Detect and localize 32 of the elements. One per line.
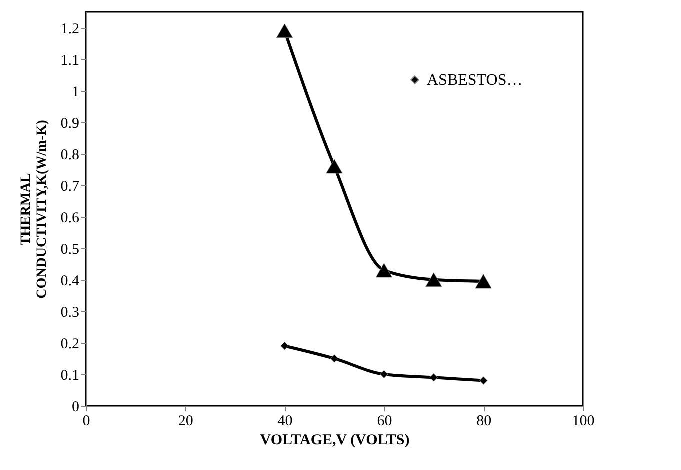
x-tick-label: 60: [377, 414, 392, 430]
point: [330, 354, 339, 363]
y-tick-label: 0.5: [60, 242, 80, 258]
point: [326, 159, 343, 174]
x-tick-label: 40: [278, 414, 293, 430]
y-tick-label: 1.1: [60, 52, 80, 69]
point: [280, 342, 289, 350]
point: [430, 374, 438, 382]
point: [479, 376, 488, 385]
x-tick-label: 100: [572, 414, 595, 430]
point: [276, 24, 294, 38]
y-tick-label: 0.9: [60, 116, 80, 132]
y-tick-label: 0.1: [60, 368, 80, 384]
y-axis-title: THERMAL CONDUCTIVITY,K(W/m-K): [18, 120, 50, 299]
y-tick-label: 1.2: [60, 21, 80, 38]
y-tick-label: 0: [72, 400, 80, 416]
point: [475, 274, 492, 289]
y-tick-label: 0.7: [60, 178, 80, 195]
point: [426, 272, 442, 288]
x-tick-label: 0: [82, 414, 90, 430]
point: [376, 263, 393, 278]
y-tick-label: 0.2: [60, 336, 80, 352]
point: [380, 370, 388, 379]
legend-label: ASBESTOS…: [427, 72, 523, 89]
y-tick-label: 0.6: [60, 210, 80, 226]
y-tick-label: 0.4: [60, 273, 80, 290]
y-tick-label: 1: [72, 84, 80, 100]
y-tick-label: 0.3: [60, 304, 80, 321]
x-axis-title: VOLTAGE,V (VOLTS): [260, 432, 410, 448]
y-tick-label: 0.8: [60, 147, 80, 164]
x-tick-label: 20: [178, 414, 194, 430]
x-tick-label: 80: [476, 414, 492, 430]
